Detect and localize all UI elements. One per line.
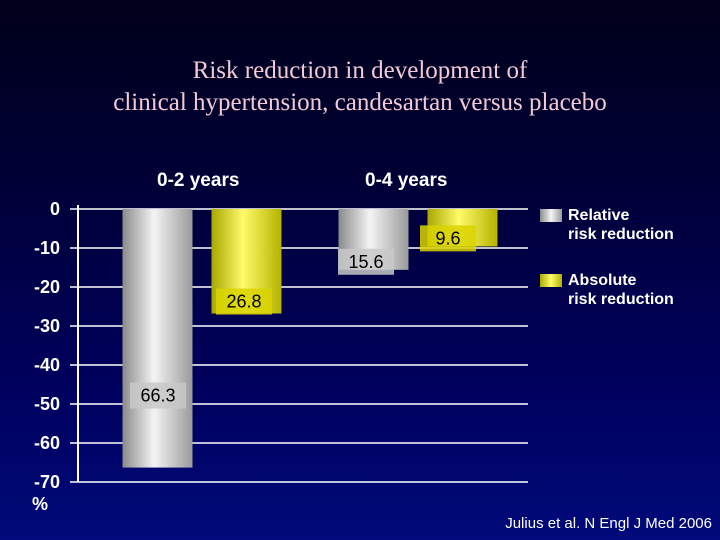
data-label-box bbox=[216, 288, 272, 315]
data-label-text: 66.3 bbox=[140, 386, 175, 406]
chart-title-line-2: clinical hypertension, candesartan versu… bbox=[113, 89, 607, 116]
data-label-text: 26.8 bbox=[226, 292, 261, 312]
y-tick-label: -10 bbox=[34, 238, 60, 258]
chart-title-line-1: Risk reduction in development of bbox=[192, 57, 528, 84]
legend-absolute-line2: risk reduction bbox=[568, 291, 674, 308]
y-tick-label: -60 bbox=[34, 433, 60, 453]
y-tick-label: 0 bbox=[50, 199, 60, 219]
chart-title: Risk reduction in development of clinica… bbox=[0, 55, 720, 119]
y-tick-label: -70 bbox=[34, 472, 60, 492]
y-tick-label: -50 bbox=[34, 394, 60, 414]
y-tick-label: -30 bbox=[34, 316, 60, 336]
data-label-box bbox=[130, 382, 186, 409]
y-tick-label: -40 bbox=[34, 355, 60, 375]
data-label-absolute-0-4-years: 9.6 bbox=[420, 225, 476, 252]
group-label-0-4-years: 0-4 years bbox=[365, 170, 448, 191]
data-label-box bbox=[420, 225, 476, 252]
source-citation: Julius et al. N Engl J Med 2006 bbox=[505, 515, 712, 532]
legend-relative-line1: Relative bbox=[568, 207, 630, 224]
bar-relative-0-2-years bbox=[122, 209, 193, 468]
legend-relative-line2: risk reduction bbox=[568, 226, 674, 243]
y-axis-unit: % bbox=[32, 494, 49, 514]
data-label-text: 9.6 bbox=[435, 228, 460, 248]
data-label-relative-0-2-years: 66.3 bbox=[130, 382, 186, 409]
data-label-text: 15.6 bbox=[348, 252, 383, 272]
legend-swatch-relative bbox=[540, 209, 562, 222]
legend-label-absolute: Absolute risk reduction bbox=[568, 271, 674, 309]
group-label-0-2-years: 0-2 years bbox=[157, 170, 240, 191]
legend-label-relative: Relative risk reduction bbox=[568, 206, 674, 244]
legend-swatch-absolute bbox=[540, 274, 562, 287]
legend-absolute-line1: Absolute bbox=[568, 272, 637, 289]
data-label-box bbox=[338, 248, 394, 275]
y-tick-label: -20 bbox=[34, 277, 60, 297]
data-label-relative-0-4-years: 15.6 bbox=[338, 248, 394, 275]
data-label-absolute-0-2-years: 26.8 bbox=[216, 288, 272, 315]
